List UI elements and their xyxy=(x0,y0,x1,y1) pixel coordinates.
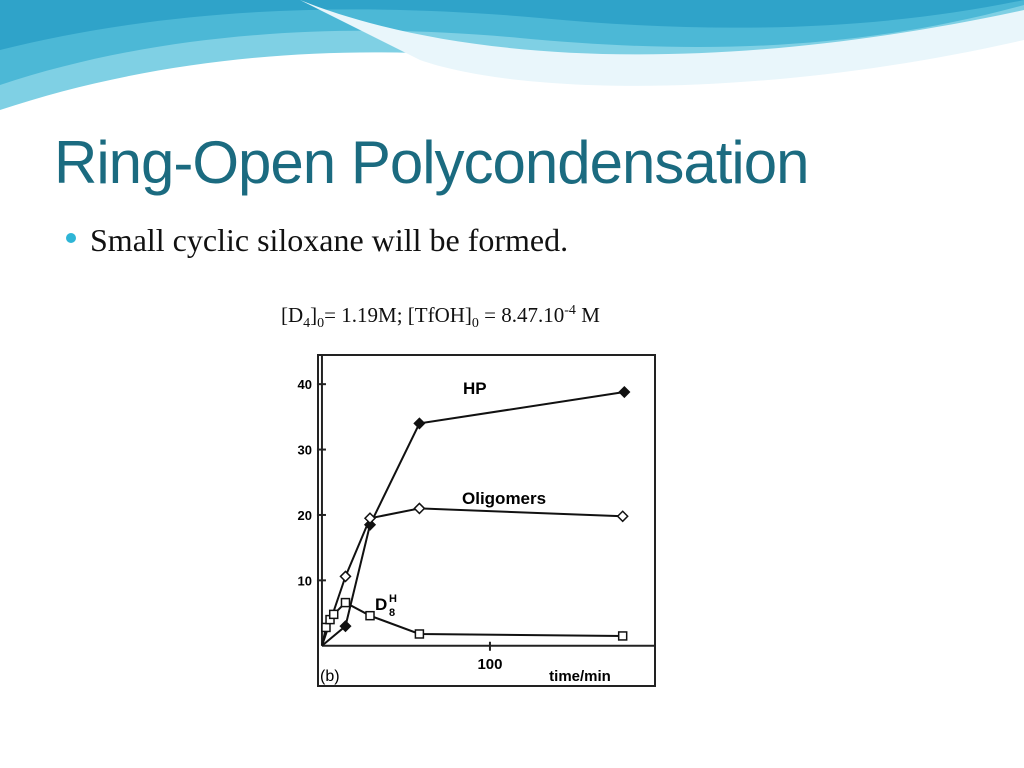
formula-sub: 4 xyxy=(303,316,311,332)
bullet-dot xyxy=(66,233,76,243)
formula-sup: -4 xyxy=(564,303,576,318)
chart-bg xyxy=(287,350,673,690)
marker xyxy=(321,622,331,633)
y-tick-label: 40 xyxy=(297,377,311,392)
y-tick-label: 30 xyxy=(297,443,311,458)
panel-label: (b) xyxy=(320,668,340,685)
slide-title: Ring-Open Polycondensation xyxy=(54,129,809,196)
formula: [D4]0= 1.19M; [TfOH]0 = 8.47.10-4 M xyxy=(281,303,600,332)
formula-part: M xyxy=(575,303,600,327)
marker xyxy=(413,502,426,515)
marker xyxy=(616,510,629,523)
x-axis-label: time/min xyxy=(549,668,611,685)
marker xyxy=(328,609,339,620)
bullet-text: Small cyclic siloxane will be formed. xyxy=(90,222,569,258)
marker xyxy=(414,629,425,639)
formula-sub: 0 xyxy=(471,316,479,332)
header-waves xyxy=(0,0,1024,110)
series-label: D xyxy=(375,595,387,614)
marker xyxy=(339,620,352,633)
y-tick-label: 10 xyxy=(297,573,311,588)
formula-sub: 0 xyxy=(317,316,325,332)
y-tick-label: 20 xyxy=(297,508,311,523)
series-label-sup: H xyxy=(389,593,397,605)
wave xyxy=(0,0,1024,50)
marker xyxy=(339,570,352,583)
series-label-sub: 8 xyxy=(389,607,395,619)
marker xyxy=(617,631,628,641)
marker xyxy=(365,610,375,621)
formula-part: = 1.19M; [TfOH] xyxy=(324,303,472,327)
plot-frame xyxy=(317,354,656,687)
formula-part: ] xyxy=(310,303,318,327)
series-label: Oligomers xyxy=(462,489,546,508)
bullet: Small cyclic siloxane will be formed. xyxy=(66,222,568,259)
marker xyxy=(363,512,377,525)
formula-part: = 8.47.10 xyxy=(478,303,565,327)
series-label: HP xyxy=(463,379,487,398)
marker xyxy=(340,597,351,608)
wave xyxy=(300,0,1024,86)
marker xyxy=(413,417,426,430)
marker xyxy=(618,385,631,399)
x-tick-label: 100 xyxy=(477,656,502,673)
formula-part: [D xyxy=(281,303,304,327)
